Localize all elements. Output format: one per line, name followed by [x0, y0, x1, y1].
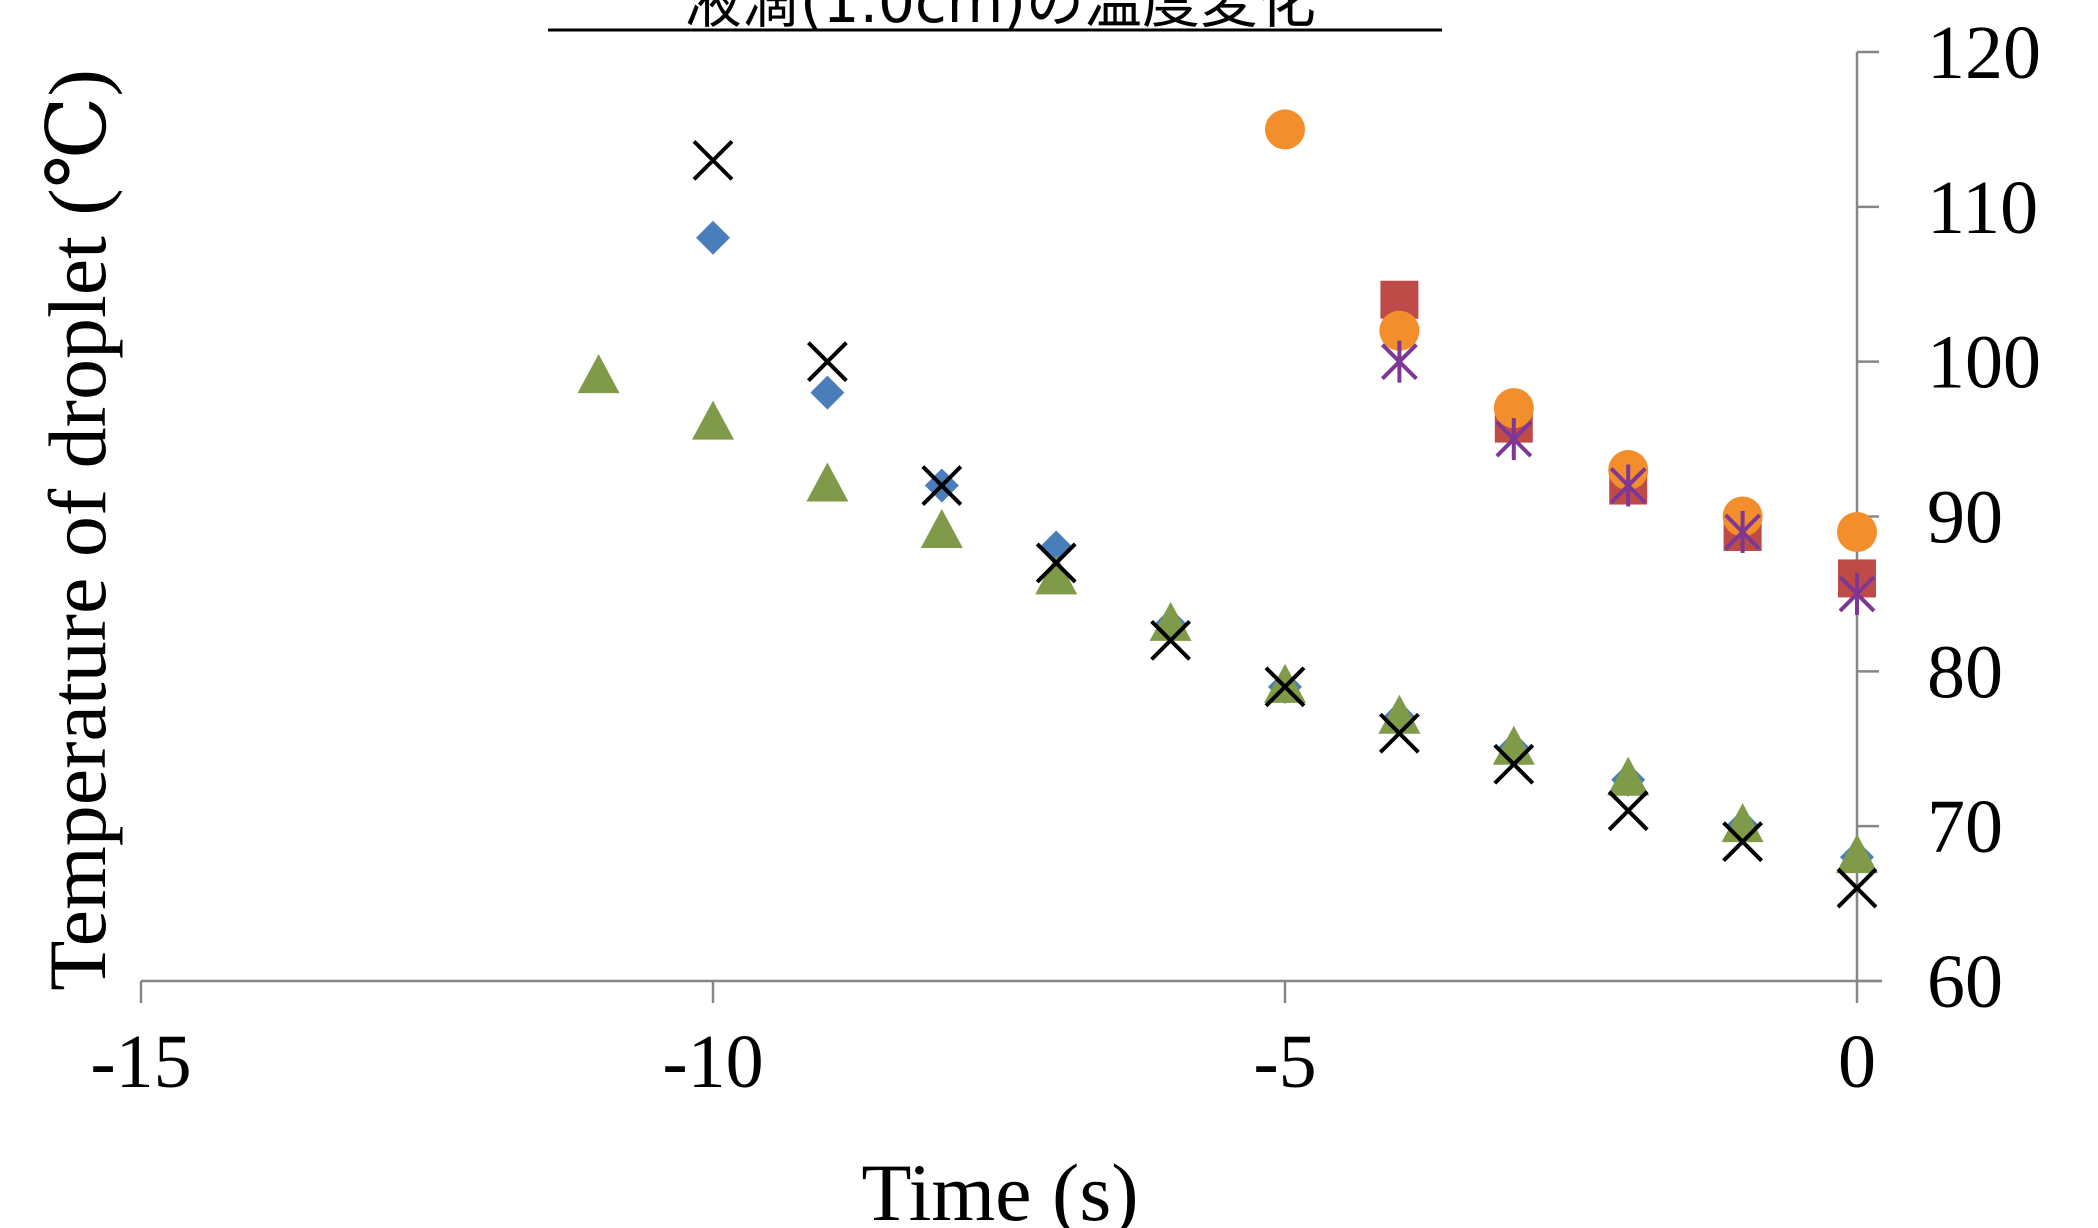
- y-tick-label: 90: [1927, 476, 2003, 560]
- x-tick-label: -15: [90, 1020, 191, 1104]
- x-tick-label: 0: [1838, 1020, 1876, 1104]
- triangle-point: [577, 354, 620, 394]
- x-point: [1035, 542, 1077, 584]
- asterisk-point: [1724, 510, 1762, 553]
- y-tick-label: 80: [1927, 630, 2003, 714]
- x-tick-labels: -15 -10 -5 0: [90, 1020, 1876, 1104]
- circle-point: [1379, 310, 1420, 351]
- axes: [139, 50, 1882, 1003]
- x-tick-label: -10: [662, 1020, 763, 1104]
- y-tick-labels: 60 70 80 90 100 110 120: [1927, 11, 2041, 1024]
- circle-point: [1493, 388, 1534, 429]
- triangle-point: [1492, 725, 1535, 765]
- asterisk-point: [1838, 572, 1876, 615]
- x-point: [1836, 867, 1878, 909]
- y-tick-label: 70: [1927, 785, 2003, 869]
- x-tick-label: -5: [1253, 1020, 1316, 1104]
- x-point: [1493, 743, 1535, 785]
- x-point: [921, 465, 963, 506]
- x-point: [1607, 790, 1649, 832]
- diamond-point: [810, 375, 845, 410]
- x-point: [1150, 619, 1192, 661]
- circle-point: [1265, 109, 1305, 150]
- y-tick-label: 120: [1927, 11, 2041, 95]
- triangle-point: [1264, 663, 1306, 703]
- circle-point: [1837, 511, 1877, 552]
- y-tick-label: 60: [1927, 940, 2003, 1024]
- data-points: [577, 109, 1878, 909]
- triangle-point: [1035, 555, 1078, 595]
- x-point: [1722, 821, 1764, 863]
- y-tick-label: 110: [1927, 166, 2038, 250]
- triangle-point: [1721, 803, 1764, 843]
- y-axis-title: Temperature of droplet (℃): [32, 69, 123, 991]
- x-axis-title: Time (s): [861, 1147, 1138, 1228]
- asterisk-point: [1495, 418, 1533, 461]
- x-point: [1378, 712, 1420, 754]
- triangle-point: [1607, 756, 1650, 796]
- x-point: [806, 341, 848, 383]
- triangle-point: [1836, 834, 1878, 874]
- triangle-point: [920, 508, 963, 548]
- chart-title-group: 液滴(1.0cm)の温度変化: [548, 0, 1442, 36]
- x-point: [692, 139, 734, 181]
- triangle-point: [692, 400, 734, 440]
- asterisk-point: [1609, 464, 1647, 507]
- triangle-point: [1149, 601, 1192, 641]
- diamond-point: [696, 220, 730, 255]
- asterisk-point: [1380, 340, 1418, 383]
- triangle-point: [806, 462, 849, 502]
- x-point: [1264, 666, 1306, 708]
- y-tick-label: 100: [1927, 321, 2041, 405]
- triangle-point: [1378, 694, 1421, 734]
